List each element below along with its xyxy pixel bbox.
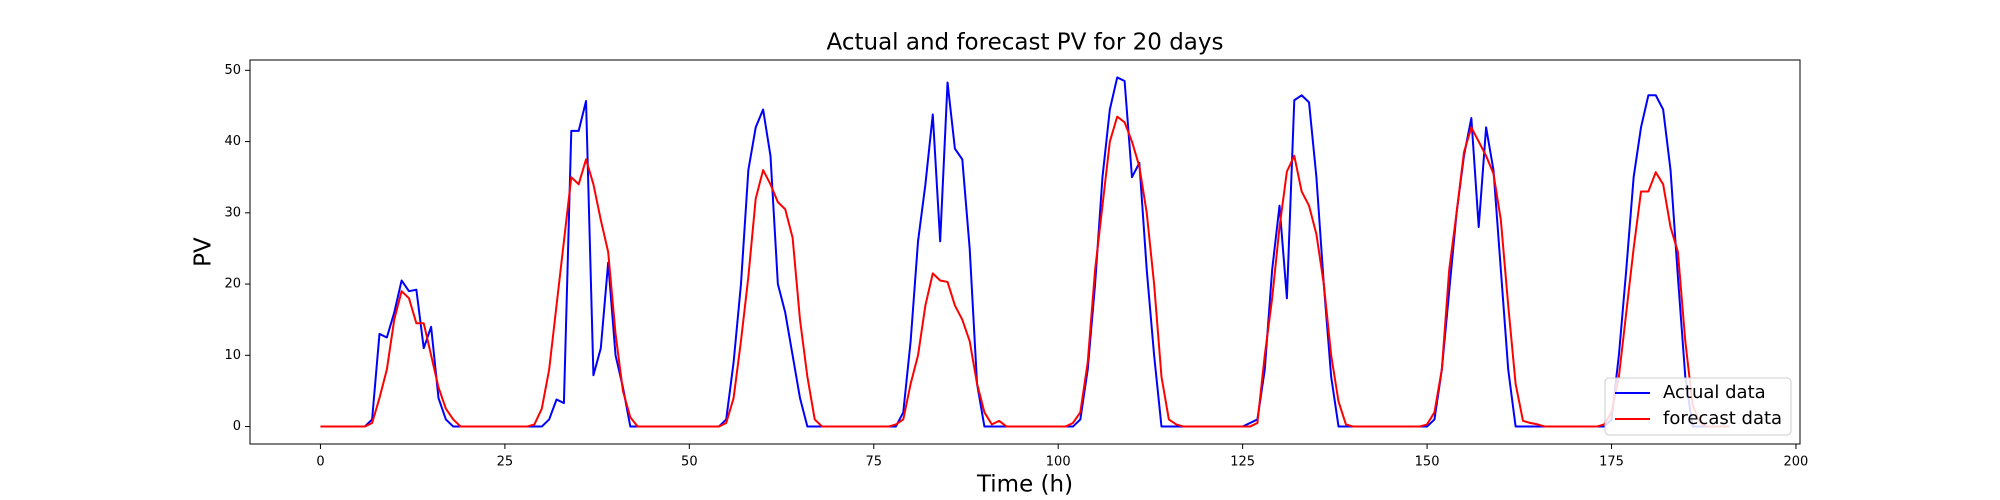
legend-label: forecast data	[1663, 408, 1782, 429]
y-tick-label: 50	[224, 63, 241, 78]
x-tick-label: 0	[316, 455, 324, 470]
y-tick-label: 40	[224, 134, 241, 149]
x-tick-label: 125	[1230, 455, 1255, 470]
x-tick-label: 150	[1415, 455, 1440, 470]
x-axis-label: Time (h)	[976, 472, 1073, 498]
chart-title: Actual and forecast PV for 20 days	[827, 30, 1224, 56]
y-tick-label: 30	[224, 205, 241, 220]
legend: Actual data forecast data	[1604, 377, 1792, 436]
y-tick-label: 20	[224, 277, 241, 292]
y-tick-label: 0	[233, 419, 241, 434]
x-tick-label: 200	[1784, 455, 1809, 470]
plot-frame	[249, 59, 1801, 445]
x-tick-label: 75	[865, 455, 882, 470]
x-tick-label: 175	[1599, 455, 1624, 470]
x-tick-label: 50	[681, 455, 698, 470]
legend-label: Actual data	[1663, 382, 1766, 403]
legend-box	[1604, 377, 1792, 436]
x-tick-label: 100	[1046, 455, 1071, 470]
data-line	[320, 115, 1730, 428]
x-tick-label: 25	[497, 455, 514, 470]
y-axis-label: PV	[191, 237, 217, 267]
y-tick-label: 10	[224, 348, 241, 363]
